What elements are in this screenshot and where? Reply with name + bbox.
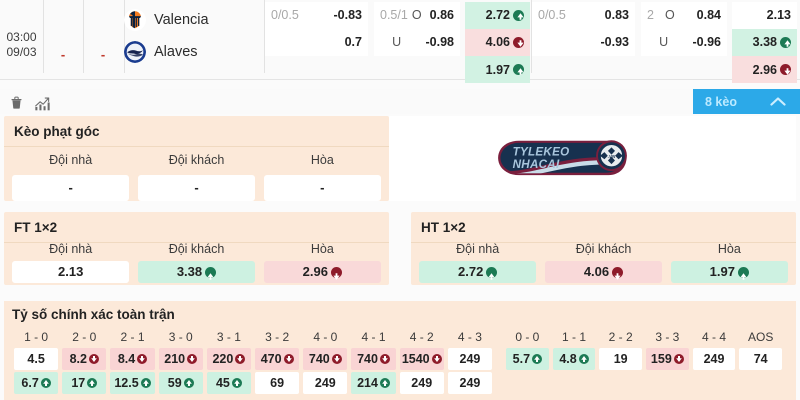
svg-text:.VN: .VN: [608, 154, 616, 159]
svg-text:TYLEKEO: TYLEKEO: [513, 146, 570, 159]
svg-text:NHACAI: NHACAI: [513, 158, 560, 171]
